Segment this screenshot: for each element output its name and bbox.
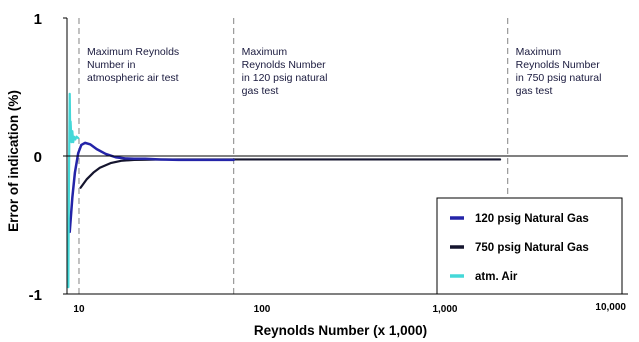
- x-tick-label: 10,000: [595, 302, 626, 313]
- legend: 120 psig Natural Gas 750 psig Natural Gas…: [436, 197, 623, 295]
- annotation-text: Number in: [87, 59, 136, 71]
- annotation-text: Maximum: [516, 46, 562, 58]
- legend-box: [436, 197, 623, 295]
- legend-label: 120 psig Natural Gas: [475, 213, 589, 225]
- annotation-text: gas test: [242, 85, 279, 97]
- annotation-text: Reynolds Number: [516, 59, 601, 71]
- x-axis-label: Reynolds Number (x 1,000): [254, 323, 427, 338]
- x-tick-label: 100: [254, 304, 271, 315]
- annotation-text: Reynolds Number: [242, 59, 327, 71]
- annotation-text: in 750 psig natural: [516, 72, 602, 84]
- annotation-text: atmospheric air test: [87, 72, 179, 84]
- annotation-text: gas test: [516, 85, 553, 97]
- annotation-text: Maximum Reynolds: [87, 46, 179, 58]
- legend-label: atm. Air: [475, 271, 518, 283]
- y-axis-label: Error of indication (%): [6, 90, 21, 232]
- series-layer: [67, 92, 502, 289]
- x-tick-label: 10: [73, 304, 85, 315]
- series-line: [79, 158, 502, 189]
- x-tick-label: 1,000: [432, 304, 457, 315]
- y-tick-label: 0: [34, 149, 42, 166]
- series-line: [67, 92, 80, 289]
- series-line: [68, 141, 235, 234]
- y-tick-label: -1: [29, 287, 42, 304]
- annotation-text: Maximum: [242, 46, 288, 58]
- y-tick-label: 1: [34, 11, 42, 28]
- legend-label: 750 psig Natural Gas: [475, 242, 589, 254]
- annotation-text: in 120 psig natural: [242, 72, 328, 84]
